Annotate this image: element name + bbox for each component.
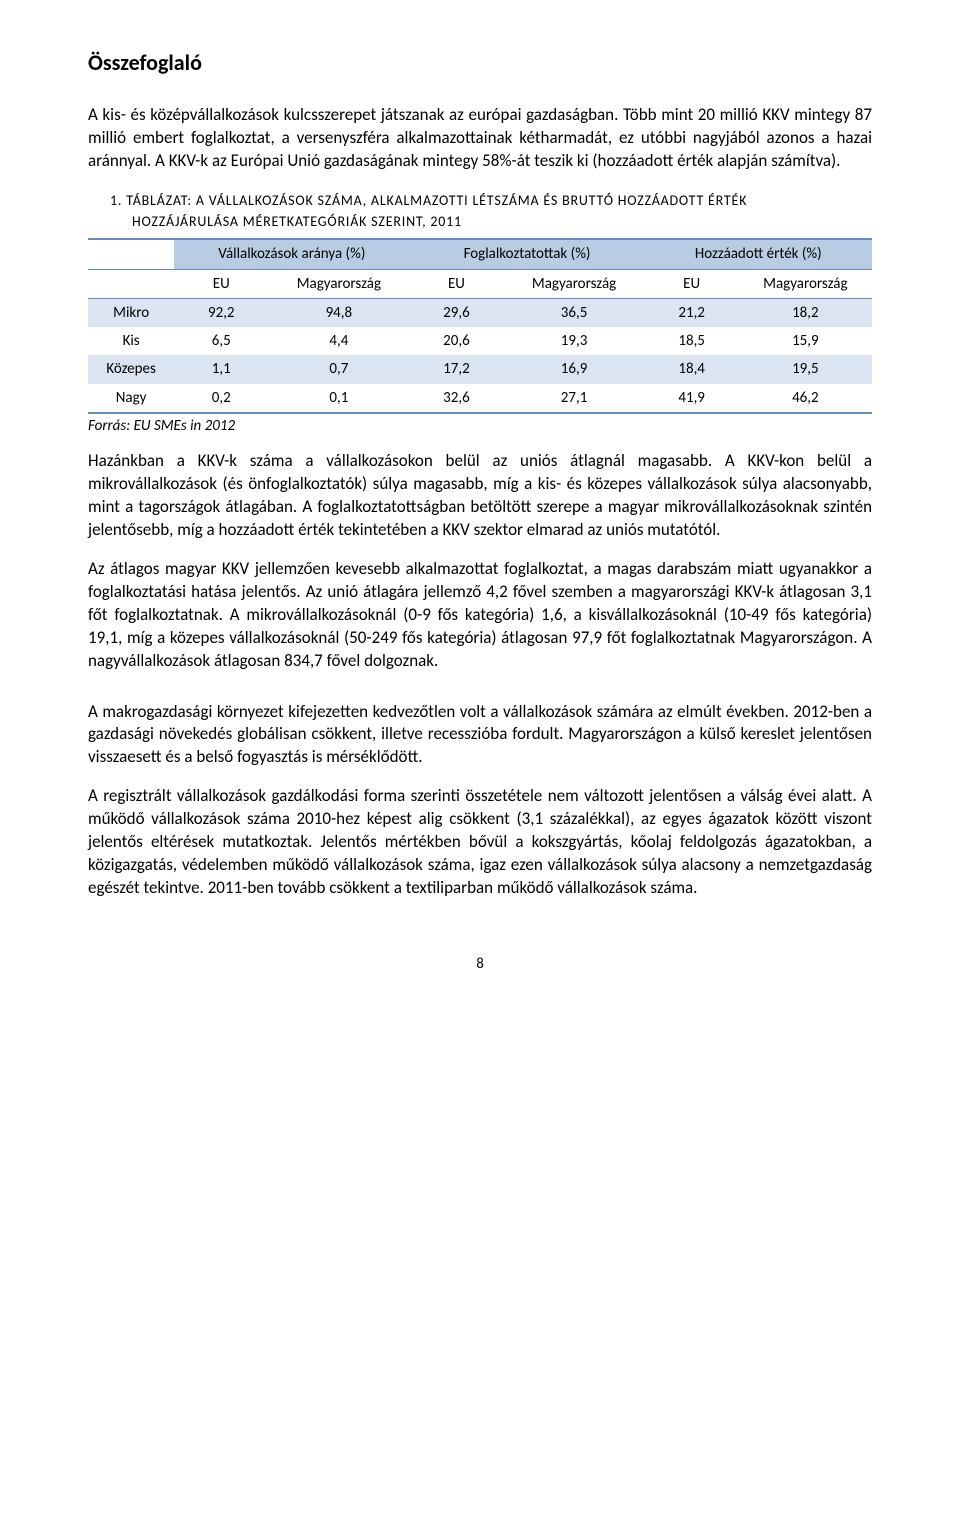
table-cell: 6,5 xyxy=(174,327,268,355)
table-cell: 29,6 xyxy=(409,298,503,327)
table-cell: 36,5 xyxy=(504,298,645,327)
table-cell: 27,1 xyxy=(504,384,645,413)
table-cell: 20,6 xyxy=(409,327,503,355)
row-label: Mikro xyxy=(88,298,174,327)
table-caption-line1: 1. TÁBLÁZAT: A VÁLLALKOZÁSOK SZÁMA, ALKA… xyxy=(110,192,747,209)
row-label: Nagy xyxy=(88,384,174,413)
sub-header: Magyarország xyxy=(268,269,409,298)
paragraph-5: A regisztrált vállalkozások gazdálkodási… xyxy=(88,785,872,900)
table-row: Kis6,54,420,619,318,515,9 xyxy=(88,327,872,355)
table-corner xyxy=(88,239,174,269)
table-row: Mikro92,294,829,636,521,218,2 xyxy=(88,298,872,327)
table-cell: 19,5 xyxy=(739,355,872,383)
table-cell: 41,9 xyxy=(645,384,739,413)
table-cell: 15,9 xyxy=(739,327,872,355)
table-cell: 1,1 xyxy=(174,355,268,383)
row-label: Kis xyxy=(88,327,174,355)
table-caption: 1. TÁBLÁZAT: A VÁLLALKOZÁSOK SZÁMA, ALKA… xyxy=(110,189,872,233)
row-label: Közepes xyxy=(88,355,174,383)
paragraph-2: Hazánkban a KKV-k száma a vállalkozásoko… xyxy=(88,450,872,542)
page-number: 8 xyxy=(88,954,872,974)
table-source: Forrás: EU SMEs in 2012 xyxy=(88,416,872,436)
table-cell: 94,8 xyxy=(268,298,409,327)
sub-header: Magyarország xyxy=(504,269,645,298)
paragraph-4: A makrogazdasági környezet kifejezetten … xyxy=(88,701,872,770)
table-cell: 19,3 xyxy=(504,327,645,355)
table-cell: 0,2 xyxy=(174,384,268,413)
table-cell: 18,2 xyxy=(739,298,872,327)
table-cell: 92,2 xyxy=(174,298,268,327)
sub-header: EU xyxy=(409,269,503,298)
table-cell: 46,2 xyxy=(739,384,872,413)
sub-header-empty xyxy=(88,269,174,298)
table-cell: 0,7 xyxy=(268,355,409,383)
sub-header: Magyarország xyxy=(739,269,872,298)
paragraph-1: A kis- és középvállalkozások kulcsszerep… xyxy=(88,104,872,173)
table-cell: 0,1 xyxy=(268,384,409,413)
table-row: Nagy0,20,132,627,141,946,2 xyxy=(88,384,872,413)
table-caption-line2: HOZZÁJÁRULÁSA MÉRETKATEGÓRIÁK SZERINT, 2… xyxy=(132,213,872,232)
data-table: Vállalkozások aránya (%) Foglalkoztatott… xyxy=(88,238,872,414)
table-cell: 17,2 xyxy=(409,355,503,383)
group-header: Foglalkoztatottak (%) xyxy=(409,239,644,269)
group-header: Vállalkozások aránya (%) xyxy=(174,239,409,269)
table-cell: 21,2 xyxy=(645,298,739,327)
table-cell: 16,9 xyxy=(504,355,645,383)
table-cell: 4,4 xyxy=(268,327,409,355)
sub-header: EU xyxy=(174,269,268,298)
page-title: Összefoglaló xyxy=(88,48,872,78)
table-cell: 18,4 xyxy=(645,355,739,383)
table-row: Közepes1,10,717,216,918,419,5 xyxy=(88,355,872,383)
table-cell: 32,6 xyxy=(409,384,503,413)
paragraph-3: Az átlagos magyar KKV jellemzően keveseb… xyxy=(88,558,872,673)
sub-header: EU xyxy=(645,269,739,298)
group-header: Hozzáadott érték (%) xyxy=(645,239,872,269)
table-cell: 18,5 xyxy=(645,327,739,355)
